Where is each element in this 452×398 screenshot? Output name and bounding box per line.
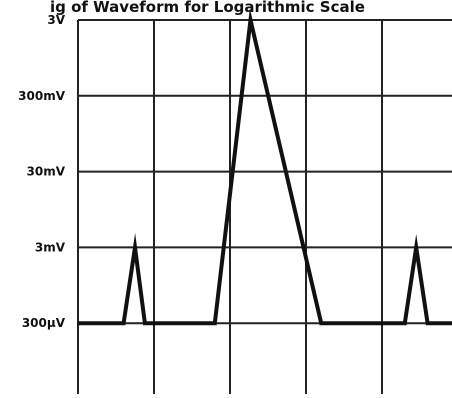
y-tick-label: 3V (47, 13, 65, 27)
waveform-line (78, 8, 452, 326)
chart-title-fragment: ig of Waveform for Logarithmic Scale (50, 0, 365, 16)
y-tick-labels: 3V 300mV 30mV 3mV 300µV (18, 13, 66, 330)
y-tick-label: 300µV (22, 316, 66, 330)
y-tick-label: 30mV (27, 165, 66, 179)
y-tick-label: 3mV (35, 240, 66, 254)
y-tick-label: 300mV (18, 89, 66, 103)
series-layer (78, 8, 452, 326)
